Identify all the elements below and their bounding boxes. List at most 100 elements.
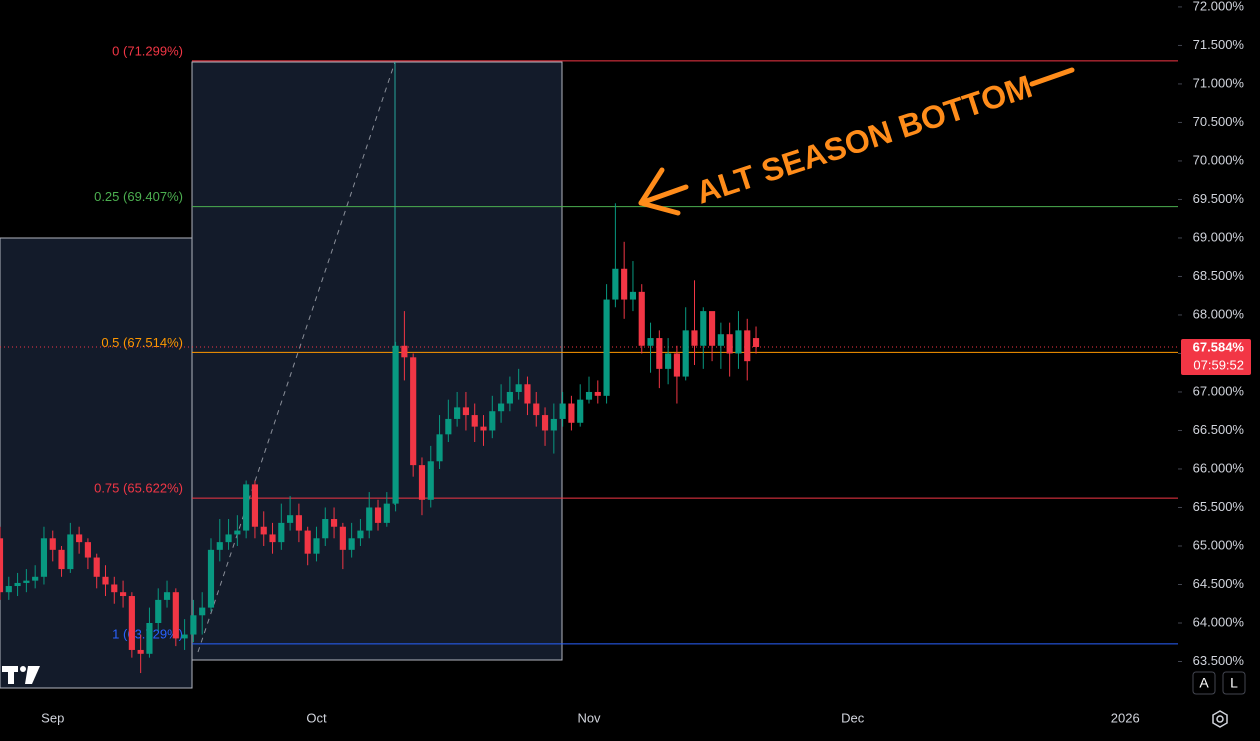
candle-body — [216, 542, 223, 550]
fib-label: 0.75 (65.622%) — [94, 481, 183, 496]
y-tick-label: 65.500% — [1193, 499, 1245, 514]
candle-body — [374, 507, 382, 523]
candle-body — [119, 592, 127, 597]
y-tick-label: 67.000% — [1193, 383, 1245, 398]
candle-body — [49, 538, 56, 550]
candle-body — [269, 534, 276, 543]
auto-button-label[interactable]: A — [1199, 675, 1209, 691]
candle-body — [383, 503, 390, 523]
log-button-label[interactable]: L — [1230, 675, 1238, 691]
y-tick-label: 71.000% — [1193, 75, 1245, 90]
candles — [0, 203, 760, 674]
candle-body — [366, 507, 373, 531]
candle-body — [322, 519, 329, 539]
candle-body — [489, 411, 496, 431]
candle-body — [58, 549, 65, 570]
logo — [2, 666, 40, 684]
candle-body — [638, 291, 645, 346]
logo-part — [8, 666, 14, 684]
y-tick-label: 68.500% — [1193, 268, 1245, 283]
candle-body — [207, 549, 215, 608]
logo-part — [25, 666, 40, 684]
candle-body — [260, 526, 267, 535]
candle-body — [287, 515, 294, 523]
fib-label: 0.5 (67.514%) — [101, 335, 183, 350]
range-box — [191, 61, 563, 661]
auto-button[interactable] — [1192, 671, 1216, 695]
candle-body — [313, 538, 320, 554]
candle-body — [295, 515, 302, 531]
candle-body — [691, 330, 698, 346]
candle-body — [612, 268, 619, 300]
candle-body — [682, 330, 689, 377]
candle-body — [111, 584, 118, 593]
y-tick-label: 63.500% — [1193, 653, 1245, 668]
candle-body — [418, 465, 426, 500]
candle-body — [656, 338, 663, 369]
y-tick-label: 64.000% — [1193, 614, 1245, 629]
y-tick-label: 66.500% — [1193, 422, 1245, 437]
candle-body — [234, 530, 241, 535]
logo-part — [20, 666, 26, 672]
x-tick-label: Oct — [306, 710, 327, 725]
candle-body — [128, 596, 135, 650]
y-tick-label: 65.000% — [1193, 537, 1245, 552]
candle-body — [673, 353, 680, 377]
candle-body — [454, 407, 461, 419]
last-price-label: 67.584% — [1193, 339, 1245, 354]
y-tick-label: 69.500% — [1193, 191, 1245, 206]
candle-body — [67, 534, 74, 570]
candle-body — [577, 399, 584, 423]
x-tick-label: 2026 — [1111, 710, 1140, 725]
countdown-label: 07:59:52 — [1193, 357, 1244, 372]
candle-body — [735, 330, 742, 354]
candle-body — [190, 615, 197, 635]
settings-icon[interactable] — [1216, 715, 1224, 723]
candle-body — [225, 534, 232, 543]
candle-body — [541, 415, 549, 431]
candle-body — [14, 582, 21, 587]
candle-body — [76, 534, 83, 543]
candle-body — [401, 345, 408, 358]
candle-body — [752, 338, 760, 347]
candle-body — [498, 403, 505, 412]
range-box — [0, 237, 193, 689]
candle-body — [357, 530, 364, 539]
candle-body — [462, 407, 470, 416]
candle-body — [533, 403, 540, 416]
candle-body — [480, 426, 487, 431]
candle-body — [348, 538, 355, 550]
candle-body — [392, 345, 399, 504]
candle-body — [717, 334, 724, 346]
candle-body — [146, 622, 153, 654]
candle-body — [93, 557, 100, 577]
candle-body — [708, 311, 716, 346]
candle-body — [163, 592, 171, 600]
candle-body — [84, 542, 91, 558]
candle-body — [243, 484, 250, 531]
candle-body — [339, 526, 346, 550]
log-button[interactable] — [1222, 671, 1246, 695]
candle-body — [155, 599, 162, 623]
candle-body — [251, 484, 259, 527]
candle-body — [199, 607, 206, 616]
settings-button[interactable] — [1212, 710, 1228, 728]
settings-icon[interactable] — [1212, 710, 1228, 728]
trend-line — [197, 61, 396, 653]
buttons: A L — [1192, 671, 1246, 728]
y-tick-label: 72.000% — [1193, 0, 1245, 13]
candle-body — [172, 592, 179, 639]
candle-body — [410, 357, 417, 466]
candle-body — [181, 634, 188, 639]
candle-body — [647, 338, 654, 346]
candle-body — [23, 580, 30, 583]
y-tick-label: 66.000% — [1193, 460, 1245, 475]
fib-levels: 0 (71.299%) 0.25 (69.407%) 0.5 (67.514%) 0.… — [0, 43, 1178, 645]
candle-body — [471, 415, 478, 427]
y-tick-label: 71.500% — [1193, 37, 1245, 52]
candle-body — [278, 522, 285, 543]
annotation-arrow-shaft — [638, 184, 689, 206]
candle-body — [621, 268, 628, 300]
candle-body — [515, 384, 522, 392]
